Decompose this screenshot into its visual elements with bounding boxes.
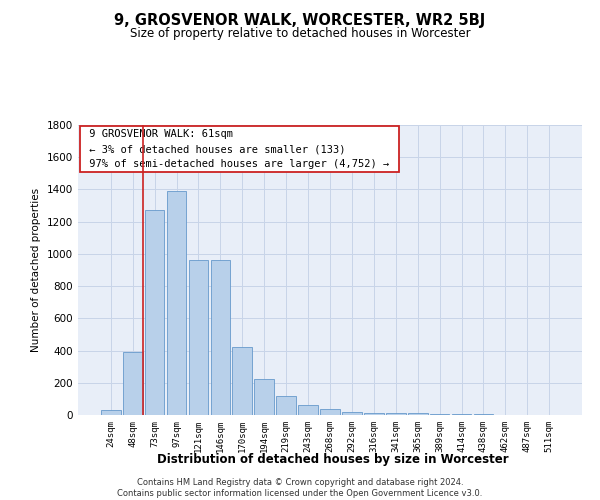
Bar [430, 414, 449, 415]
Bar [342, 412, 362, 415]
Bar [473, 414, 493, 415]
Text: Contains HM Land Registry data © Crown copyright and database right 2024.
Contai: Contains HM Land Registry data © Crown c… [118, 478, 482, 498]
Bar [232, 348, 252, 415]
Bar [386, 413, 406, 415]
Bar [211, 260, 230, 415]
Bar [145, 210, 164, 415]
Bar [452, 414, 472, 415]
Bar [320, 410, 340, 415]
Bar [254, 379, 274, 415]
Text: Distribution of detached houses by size in Worcester: Distribution of detached houses by size … [157, 452, 509, 466]
Bar [123, 352, 143, 415]
Bar [408, 414, 428, 415]
Bar [188, 260, 208, 415]
Text: Size of property relative to detached houses in Worcester: Size of property relative to detached ho… [130, 28, 470, 40]
Y-axis label: Number of detached properties: Number of detached properties [31, 188, 41, 352]
Bar [276, 396, 296, 415]
Bar [167, 191, 187, 415]
Text: 9 GROSVENOR WALK: 61sqm
 ← 3% of detached houses are smaller (133)
 97% of semi-: 9 GROSVENOR WALK: 61sqm ← 3% of detached… [83, 130, 395, 169]
Bar [364, 412, 384, 415]
Bar [298, 406, 318, 415]
Bar [101, 410, 121, 415]
Text: 9, GROSVENOR WALK, WORCESTER, WR2 5BJ: 9, GROSVENOR WALK, WORCESTER, WR2 5BJ [115, 12, 485, 28]
